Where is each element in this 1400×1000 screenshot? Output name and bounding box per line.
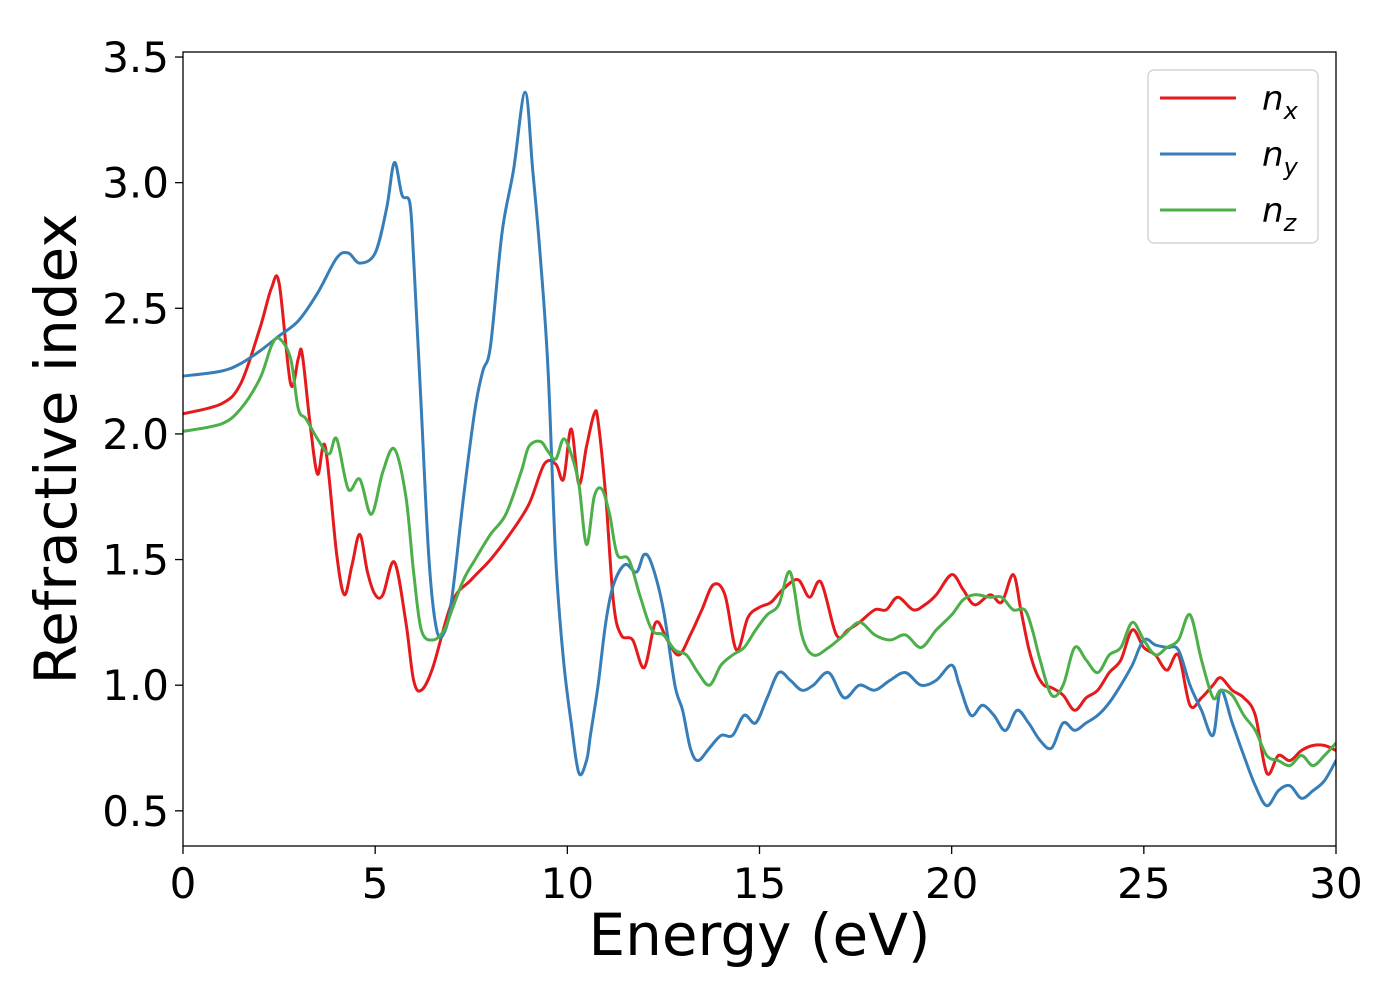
series-line-n-y [183,90,1336,808]
x-tick-label: 5 [362,859,389,908]
y-tick-label: 0.5 [102,787,169,836]
legend-label-n-z: nz [1262,191,1298,237]
y-axis-label: Refractive index [22,213,90,684]
series-layer [183,90,1336,808]
legend-label-n-x: nx [1262,79,1299,125]
x-tick-label: 0 [170,859,197,908]
x-axis: 0 5 10 15 20 25 30 [170,846,1363,908]
x-tick-label: 20 [925,859,978,908]
y-tick-label: 2.0 [102,410,169,459]
x-tick-label: 25 [1117,859,1170,908]
series-line-n-z [183,336,1336,768]
x-tick-label: 10 [541,859,594,908]
series-line-n-x [183,274,1336,776]
x-tick-label: 15 [733,859,786,908]
legend-label-n-y: ny [1262,135,1299,181]
x-axis-label: Energy (eV) [588,901,930,969]
legend: nx ny nz [1147,69,1319,244]
y-tick-label: 2.5 [102,284,169,333]
x-tick-label: 30 [1309,859,1362,908]
y-axis: 0.5 1.0 1.5 2.0 2.5 3.0 3.5 [102,33,183,836]
y-tick-label: 1.0 [102,661,169,710]
y-tick-label: 1.5 [102,536,169,585]
y-tick-label: 3.0 [102,159,169,208]
y-tick-label: 3.5 [102,33,169,82]
legend-box [1147,69,1319,244]
